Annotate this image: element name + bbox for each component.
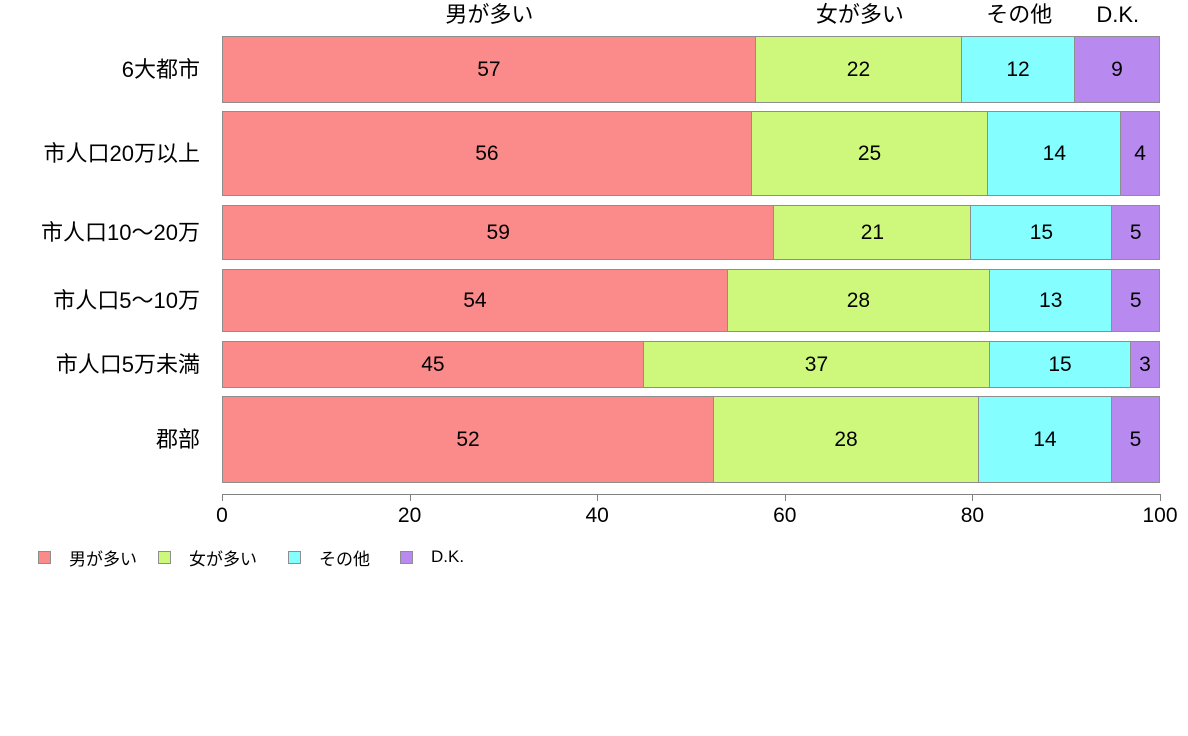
x-axis-tick-label: 0: [216, 504, 228, 527]
category-label: 市人口10〜20万: [41, 220, 200, 245]
bar-row: 59 21 15 5: [222, 205, 1160, 260]
x-axis-tick-label: 60: [773, 504, 797, 527]
bar-segment-その他: 14: [987, 112, 1121, 195]
x-axis-tick: [409, 494, 411, 501]
bar-segment-女が多い: 25: [750, 112, 988, 195]
bar-segment-D.K.: 5: [1110, 397, 1159, 482]
bar-segment-その他: 14: [977, 397, 1111, 482]
column-header-2: 女が多い: [815, 2, 904, 27]
x-axis-tick-label: 40: [585, 504, 609, 527]
bar-value: 22: [846, 57, 871, 81]
x-axis-tick-label: 80: [960, 504, 985, 527]
bar-segment-男が多い: 45: [223, 342, 643, 387]
category-label: 市人口5万未満: [55, 352, 200, 377]
x-axis-tick-label: 20: [397, 504, 422, 527]
legend-item-D.K.: D.K.: [400, 547, 465, 566]
column-header-4: D.K.: [1096, 2, 1140, 27]
bar-value: 52: [456, 427, 480, 451]
bar-value: 15: [1029, 220, 1054, 244]
legend-label: D.K.: [431, 547, 465, 566]
bar-value: 15: [1048, 352, 1072, 376]
bar-value: 28: [846, 288, 871, 312]
bar-value: 5: [1129, 288, 1142, 312]
legend-label: 女が多い: [189, 549, 257, 569]
bar-value: 56: [475, 141, 499, 165]
bar-value: 37: [804, 352, 829, 376]
column-header-1: 男が多い: [445, 2, 534, 27]
bar-value: 5: [1129, 427, 1142, 451]
category-label: 郡部: [155, 427, 200, 452]
bar-segment-女が多い: 22: [754, 37, 962, 102]
bar-value: 45: [421, 352, 445, 376]
bar-value: 25: [857, 141, 882, 165]
bar-value: 59: [486, 220, 510, 244]
bar-segment-その他: 15: [989, 342, 1130, 387]
bar-segment-男が多い: 56: [223, 112, 751, 195]
bar-segment-男が多い: 52: [223, 397, 714, 482]
bar-segment-男が多い: 54: [223, 270, 727, 331]
legend-item-女が多い: 女が多い: [158, 548, 257, 569]
legend-swatch: [158, 550, 171, 564]
legend-label: その他: [319, 549, 370, 569]
x-axis-tick: [972, 494, 974, 501]
x-axis-tick: [597, 494, 599, 501]
bar-value: 14: [1033, 427, 1057, 451]
x-axis-tick-label: 100: [1142, 504, 1178, 527]
bar-segment-女が多い: 28: [726, 270, 990, 331]
legend-label: 男が多い: [69, 549, 137, 569]
bar-value: 28: [834, 427, 858, 451]
legend-swatch: [288, 550, 301, 564]
legend-swatch: [38, 550, 51, 564]
bar-segment-その他: 15: [970, 206, 1112, 259]
bar-segment-女が多い: 21: [773, 206, 971, 259]
bar-segment-女が多い: 28: [713, 397, 978, 482]
x-axis-tick: [784, 494, 786, 501]
category-label: 市人口20万以上: [43, 141, 200, 166]
bar-value: 14: [1042, 141, 1066, 165]
bar-value: 9: [1111, 57, 1123, 81]
x-axis-line: [222, 494, 1161, 495]
bar-segment-D.K.: 9: [1074, 37, 1159, 102]
column-header-3: その他: [986, 2, 1053, 27]
bar-row: 57 22 12 9: [222, 36, 1160, 103]
bar-value: 54: [463, 288, 487, 312]
bar-row: 54 28 13 5: [222, 269, 1160, 332]
bar-segment-男が多い: 57: [223, 37, 755, 102]
legend-item-男が多い: 男が多い: [38, 548, 137, 569]
bar-value: 3: [1139, 352, 1151, 376]
legend-swatch: [400, 550, 413, 564]
bar-value: 21: [860, 220, 885, 244]
category-label: 6大都市: [121, 57, 200, 82]
bar-segment-その他: 13: [989, 270, 1112, 331]
bar-value: 5: [1129, 220, 1142, 244]
bar-value: 57: [477, 57, 501, 81]
x-axis-tick: [222, 494, 223, 501]
x-axis-tick: [1160, 494, 1161, 501]
bar-value: 4: [1134, 141, 1146, 165]
bar-row: 52 28 14 5: [222, 396, 1160, 483]
bar-segment-D.K.: 5: [1111, 270, 1159, 331]
bar-segment-D.K.: 3: [1130, 342, 1159, 387]
bar-segment-男が多い: 59: [223, 206, 774, 259]
legend-item-その他: その他: [288, 548, 370, 569]
bar-value: 13: [1039, 288, 1063, 312]
category-label: 市人口5〜10万: [53, 288, 200, 313]
bar-row: 56 25 14 4: [222, 111, 1160, 196]
bar-segment-その他: 12: [961, 37, 1075, 102]
bar-row: 45 37 15 3: [222, 341, 1160, 388]
bar-segment-D.K.: 4: [1120, 112, 1159, 195]
bar-value: 12: [1006, 57, 1030, 81]
bar-segment-D.K.: 5: [1111, 206, 1160, 259]
bar-segment-女が多い: 37: [642, 342, 990, 387]
